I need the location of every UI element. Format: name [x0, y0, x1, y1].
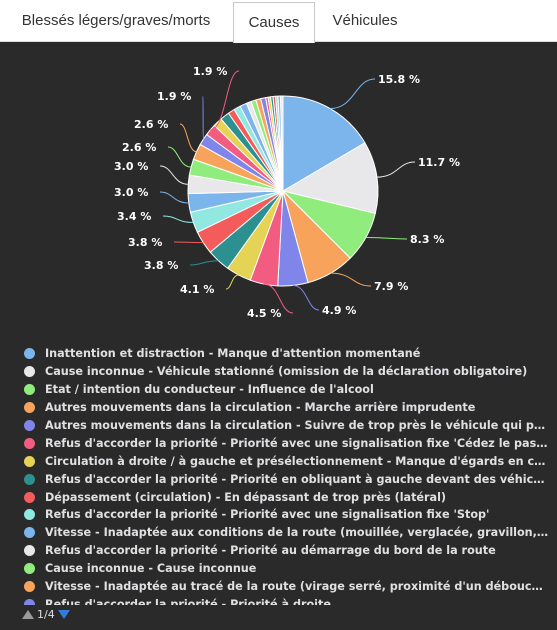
- data-label: 7.9 %: [374, 280, 408, 293]
- legend-label: Autres mouvements dans la circulation - …: [45, 401, 476, 415]
- tab-blesses[interactable]: Blessés légers/graves/morts: [21, 12, 211, 29]
- legend-marker-icon: [24, 420, 35, 431]
- legend-item[interactable]: Refus d'accorder la priorité - Priorité …: [24, 595, 549, 605]
- pie-chart: 15.8 %11.7 %8.3 %7.9 %4.9 %4.5 %4.1 %3.8…: [114, 65, 460, 320]
- data-label: 3.0 %: [114, 186, 148, 199]
- data-label: 15.8 %: [378, 73, 420, 86]
- legend-label: Vitesse - Inadaptée aux conditions de la…: [45, 526, 549, 540]
- legend-label: Refus d'accorder la priorité - Priorité …: [45, 597, 331, 605]
- legend-label: Circulation à droite / à gauche et présé…: [45, 454, 549, 468]
- data-label: 11.7 %: [418, 156, 460, 169]
- page-down-icon[interactable]: [57, 609, 70, 619]
- legend-item[interactable]: Refus d'accorder la priorité - Priorité …: [24, 470, 549, 488]
- data-label: 3.8 %: [128, 236, 162, 249]
- data-label-connector: [189, 260, 219, 266]
- data-label-connector: [365, 237, 408, 240]
- data-label-connector: [179, 123, 197, 153]
- data-label: 1.9 %: [157, 90, 191, 103]
- data-label: 3.0 %: [114, 160, 148, 173]
- legend-label: Refus d'accorder la priorité - Priorité …: [45, 544, 496, 558]
- data-label-connector: [292, 284, 320, 311]
- data-label-connector: [330, 78, 376, 110]
- legend-item[interactable]: Inattention et distraction - Manque d'at…: [24, 345, 549, 363]
- legend-label: Inattention et distraction - Manque d'at…: [45, 347, 421, 361]
- legend-marker-icon: [24, 509, 35, 521]
- legend-pager: 1/4: [22, 606, 70, 622]
- data-label-connector: [376, 161, 416, 178]
- legend-label: Cause inconnue - Cause inconnue: [45, 562, 257, 576]
- legend-marker-icon: [24, 384, 35, 396]
- legend-label: Refus d'accorder la priorité - Priorité …: [45, 472, 549, 486]
- legend-marker-icon: [24, 563, 35, 575]
- data-label-connector: [210, 70, 240, 131]
- data-label: 2.6 %: [122, 141, 156, 154]
- legend-label: Refus d'accorder la priorité - Priorité …: [45, 436, 549, 450]
- legend-marker-icon: [24, 473, 35, 485]
- pie-slice[interactable]: [279, 95, 284, 192]
- legend-marker-icon: [24, 455, 35, 467]
- legend-item[interactable]: Etat / intention du conducteur - Influen…: [24, 381, 549, 399]
- legend-item[interactable]: Autres mouvements dans la circulation - …: [24, 417, 549, 435]
- data-label: 8.3 %: [410, 233, 444, 246]
- page-indicator: 1/4: [37, 607, 55, 621]
- legend-marker-icon: [24, 598, 35, 605]
- legend-item[interactable]: Cause inconnue - Véhicule stationné (omi…: [24, 363, 549, 381]
- legend-label: Cause inconnue - Véhicule stationné (omi…: [45, 365, 528, 379]
- tab-causes[interactable]: Causes: [233, 2, 315, 43]
- data-label: 2.6 %: [134, 118, 168, 131]
- data-label: 1.9 %: [193, 65, 227, 78]
- legend-item[interactable]: Circulation à droite / à gauche et présé…: [24, 452, 549, 470]
- legend-marker-icon: [24, 366, 35, 378]
- data-label-connector: [162, 215, 194, 223]
- legend-marker-icon: [24, 402, 35, 414]
- legend-item[interactable]: Dépassement (circulation) - En dépassant…: [24, 488, 549, 506]
- legend-label: Etat / intention du conducteur - Influen…: [45, 383, 374, 397]
- data-label: 3.4 %: [117, 210, 151, 223]
- data-label-connector: [330, 272, 372, 287]
- legend-marker-icon: [24, 527, 35, 539]
- data-label-connector: [225, 274, 239, 290]
- legend-item[interactable]: Cause inconnue - Cause inconnue: [24, 560, 549, 578]
- legend-item[interactable]: Refus d'accorder la priorité - Priorité …: [24, 542, 549, 560]
- legend-item[interactable]: Refus d'accorder la priorité - Priorité …: [24, 434, 549, 452]
- data-label-connector: [173, 241, 204, 244]
- data-label: 3.8 %: [144, 259, 178, 272]
- data-label-connector: [159, 165, 189, 185]
- legend-item[interactable]: Vitesse - Inadaptée aux conditions de la…: [24, 524, 549, 542]
- legend-marker-icon: [24, 348, 35, 360]
- legend-marker-icon: [24, 437, 35, 449]
- data-label: 4.5 %: [247, 307, 281, 320]
- legend-label: Vitesse - Inadaptée au tracé de la route…: [45, 580, 549, 594]
- legend-label: Autres mouvements dans la circulation - …: [45, 419, 549, 432]
- chart-legend: Inattention et distraction - Manque d'at…: [24, 345, 549, 605]
- data-label-connector: [167, 146, 192, 168]
- legend-item[interactable]: Autres mouvements dans la circulation - …: [24, 399, 549, 417]
- data-label-connector: [159, 191, 189, 204]
- pie-slice[interactable]: [282, 95, 366, 192]
- tab-bar: Blessés légers/graves/morts Causes Véhic…: [0, 0, 557, 43]
- data-label: 4.9 %: [322, 304, 356, 317]
- legend-marker-icon: [24, 581, 35, 593]
- legend-marker-icon: [24, 491, 35, 503]
- legend-label: Dépassement (circulation) - En dépassant…: [45, 490, 447, 504]
- legend-item[interactable]: Vitesse - Inadaptée au tracé de la route…: [24, 578, 549, 596]
- legend-item[interactable]: Refus d'accorder la priorité - Priorité …: [24, 506, 549, 524]
- page-up-icon[interactable]: [22, 609, 34, 619]
- tab-vehicules[interactable]: Véhicules: [332, 12, 398, 29]
- legend-label: Refus d'accorder la priorité - Priorité …: [45, 508, 490, 522]
- data-label-connector: [263, 283, 294, 314]
- data-label: 4.1 %: [180, 283, 214, 296]
- legend-marker-icon: [24, 545, 35, 557]
- pie-slice[interactable]: [281, 142, 379, 215]
